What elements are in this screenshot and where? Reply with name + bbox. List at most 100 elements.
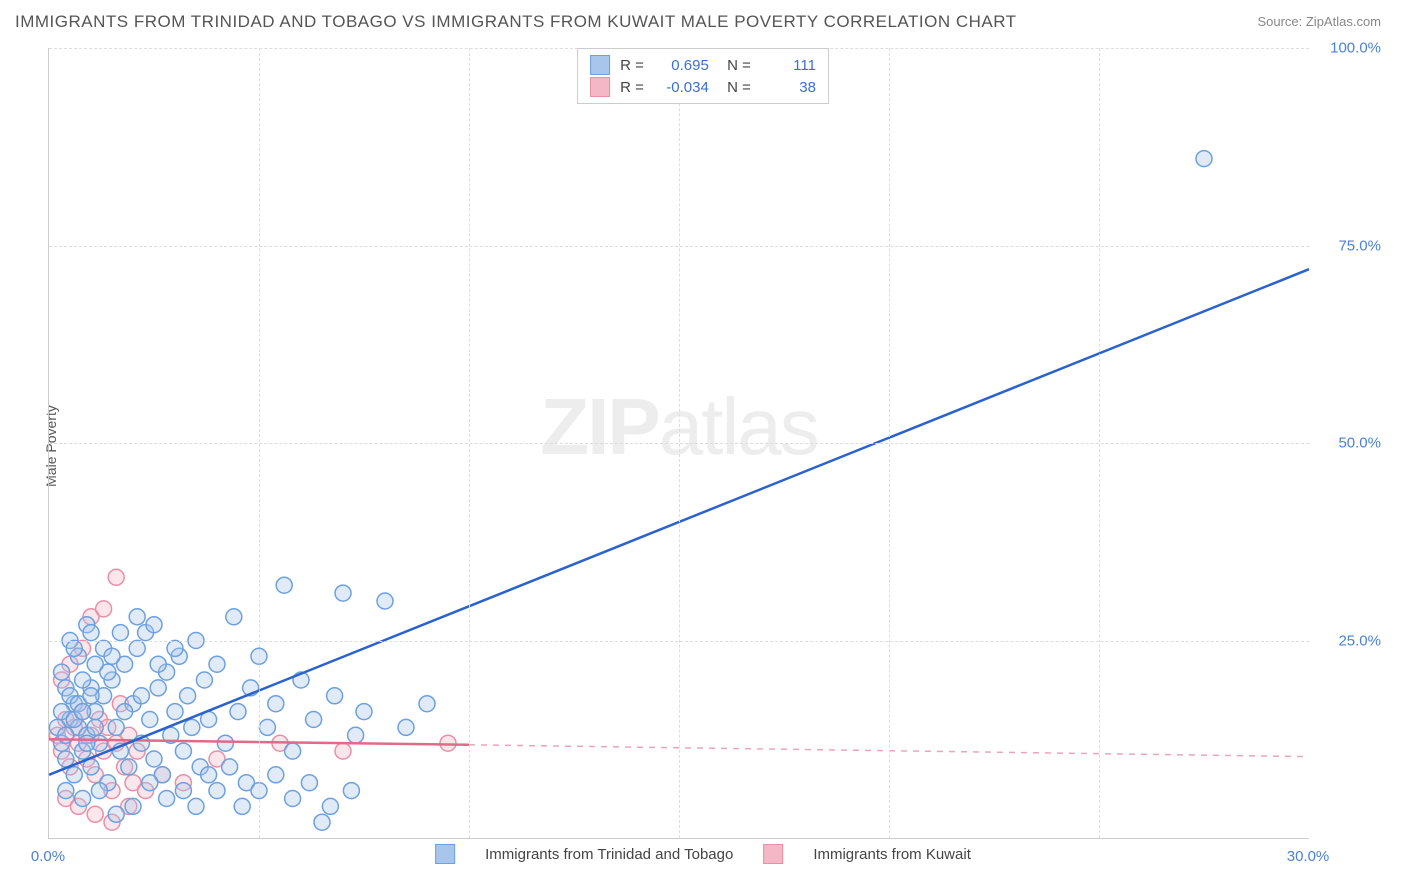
scatter-point [150, 656, 166, 672]
scatter-point [87, 806, 103, 822]
grid-vertical [889, 48, 890, 838]
scatter-point [108, 806, 124, 822]
scatter-point [91, 783, 107, 799]
scatter-point [222, 759, 238, 775]
scatter-point [112, 625, 128, 641]
scatter-point [121, 759, 137, 775]
y-tick-label: 25.0% [1338, 632, 1381, 649]
scatter-point [117, 704, 133, 720]
scatter-point [356, 704, 372, 720]
scatter-point [209, 656, 225, 672]
scatter-point [217, 735, 233, 751]
stats-n-series2: 38 [761, 79, 816, 96]
stats-n-series1: 111 [761, 57, 816, 74]
scatter-point [314, 814, 330, 830]
scatter-point [129, 609, 145, 625]
scatter-point [58, 727, 74, 743]
scatter-point [54, 664, 70, 680]
scatter-point [167, 640, 183, 656]
scatter-point [327, 688, 343, 704]
swatch-series1 [590, 55, 610, 75]
scatter-point [268, 767, 284, 783]
legend-swatch-series1 [435, 844, 455, 864]
scatter-point [230, 704, 246, 720]
scatter-point [188, 798, 204, 814]
scatter-point [285, 791, 301, 807]
scatter-point [335, 585, 351, 601]
scatter-point [79, 735, 95, 751]
scatter-point [259, 719, 275, 735]
scatter-point [66, 640, 82, 656]
scatter-point [150, 680, 166, 696]
scatter-point [87, 719, 103, 735]
scatter-point [83, 688, 99, 704]
scatter-point [180, 688, 196, 704]
stats-legend-box: R = 0.695 N = 111 R = -0.034 N = 38 [577, 48, 829, 104]
y-tick-label: 50.0% [1338, 435, 1381, 452]
scatter-point [58, 783, 74, 799]
scatter-point [142, 712, 158, 728]
stats-r-series1: 0.695 [654, 57, 709, 74]
grid-vertical [1099, 48, 1100, 838]
scatter-point [75, 672, 91, 688]
scatter-point [96, 601, 112, 617]
scatter-point [146, 617, 162, 633]
grid-vertical [469, 48, 470, 838]
scatter-point [285, 743, 301, 759]
scatter-point [398, 719, 414, 735]
y-tick-label: 100.0% [1330, 40, 1381, 57]
scatter-point [125, 798, 141, 814]
scatter-point [234, 798, 250, 814]
scatter-point [184, 719, 200, 735]
plot-area: ZIPatlas [48, 48, 1309, 839]
scatter-point [335, 743, 351, 759]
scatter-point [348, 727, 364, 743]
scatter-point [226, 609, 242, 625]
scatter-point [87, 656, 103, 672]
scatter-point [133, 688, 149, 704]
scatter-point [167, 704, 183, 720]
stats-row-series1: R = 0.695 N = 111 [590, 55, 816, 75]
scatter-point [108, 719, 124, 735]
stats-row-series2: R = -0.034 N = 38 [590, 77, 816, 97]
legend-label-series1: Immigrants from Trinidad and Tobago [485, 846, 733, 863]
scatter-point [66, 767, 82, 783]
scatter-point [322, 798, 338, 814]
n-label: N = [719, 79, 751, 96]
r-label: R = [620, 79, 644, 96]
scatter-point [83, 625, 99, 641]
scatter-point [75, 704, 91, 720]
scatter-point [104, 648, 120, 664]
grid-vertical [259, 48, 260, 838]
scatter-point [419, 696, 435, 712]
x-tick-label: 0.0% [31, 848, 65, 865]
scatter-point [268, 696, 284, 712]
swatch-series2 [590, 77, 610, 97]
scatter-point [209, 783, 225, 799]
scatter-point [159, 791, 175, 807]
scatter-point [129, 640, 145, 656]
scatter-point [108, 569, 124, 585]
scatter-point [175, 743, 191, 759]
y-tick-label: 75.0% [1338, 237, 1381, 254]
scatter-point [306, 712, 322, 728]
scatter-point [1196, 151, 1212, 167]
chart-title: IMMIGRANTS FROM TRINIDAD AND TOBAGO VS I… [15, 12, 1017, 32]
legend-label-series2: Immigrants from Kuwait [813, 846, 971, 863]
stats-r-series2: -0.034 [654, 79, 709, 96]
scatter-point [175, 783, 191, 799]
scatter-point [75, 791, 91, 807]
scatter-point [201, 767, 217, 783]
source-credit: Source: ZipAtlas.com [1257, 14, 1381, 29]
grid-vertical [679, 48, 680, 838]
n-label: N = [719, 57, 751, 74]
legend-swatch-series2 [763, 844, 783, 864]
bottom-legend: Immigrants from Trinidad and Tobago Immi… [435, 844, 971, 864]
scatter-point [146, 751, 162, 767]
x-tick-label: 30.0% [1287, 848, 1330, 865]
scatter-point [276, 577, 292, 593]
scatter-point [343, 783, 359, 799]
scatter-point [377, 593, 393, 609]
scatter-point [301, 775, 317, 791]
r-label: R = [620, 57, 644, 74]
